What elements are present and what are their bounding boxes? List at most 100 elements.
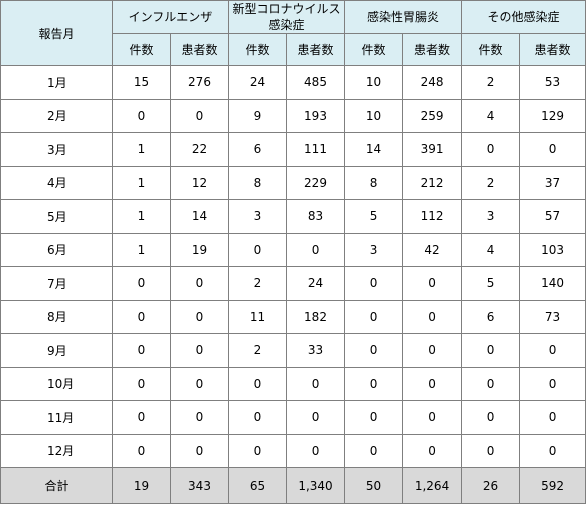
patient-count-cell: 0	[285, 433, 346, 469]
patient-count-cell: 57	[519, 199, 586, 234]
patient-count-cell: 129	[519, 98, 586, 134]
patient-count-cell: 0	[285, 400, 346, 435]
case-count-cell: 6	[461, 299, 521, 335]
patient-count-cell: 22	[170, 132, 229, 167]
group-header-gastroenteritis: 感染性胃腸炎	[344, 0, 463, 34]
month-cell: 12月	[0, 433, 113, 469]
patient-count-cell: 0	[519, 433, 586, 469]
case-count-cell: 0	[461, 333, 521, 368]
table-row: 1月 15 276 24 485 10 248 2 53	[0, 65, 586, 100]
patient-count-cell: 193	[285, 98, 346, 134]
case-count-cell: 10	[344, 98, 404, 134]
header-group-row: 報告月 インフルエンザ 新型コロナウイルス 感染症 感染性胃腸炎 その他感染症	[0, 0, 586, 66]
month-cell: 11月	[0, 400, 113, 435]
case-count-cell: 10	[344, 65, 404, 100]
case-count-cell: 0	[112, 433, 171, 469]
month-cell: 8月	[0, 299, 113, 335]
patient-count-cell: 53	[519, 65, 586, 100]
case-count-cell: 2	[461, 65, 521, 100]
sub-header-patients: 患者数	[285, 33, 346, 66]
month-cell: 2月	[0, 98, 113, 134]
patient-count-cell: 391	[402, 132, 463, 167]
case-count-cell: 0	[112, 266, 171, 301]
group-header-influenza: インフルエンザ	[112, 0, 229, 34]
sub-header-patients: 患者数	[519, 33, 586, 66]
patient-count-cell: 12	[170, 165, 229, 201]
patient-count-cell: 0	[402, 366, 463, 402]
patient-count-cell: 0	[402, 400, 463, 435]
patient-count-cell: 1,340	[285, 467, 346, 504]
patient-count-cell: 103	[519, 232, 586, 268]
table-row: 9月 0 0 2 33 0 0 0 0	[0, 333, 586, 368]
patient-count-cell: 24	[285, 266, 346, 301]
patient-count-cell: 182	[285, 299, 346, 335]
patient-count-cell: 0	[519, 366, 586, 402]
table-row: 10月 0 0 0 0 0 0 0 0	[0, 366, 586, 402]
patient-count-cell: 0	[170, 266, 229, 301]
table-header: 報告月 インフルエンザ 新型コロナウイルス 感染症 感染性胃腸炎 その他感染症 …	[0, 0, 586, 66]
table-row: 3月 1 22 6 111 14 391 0 0	[0, 132, 586, 167]
group-header-covid-label: 新型コロナウイルス 感染症	[232, 2, 341, 32]
patient-count-cell: 0	[170, 98, 229, 134]
report-month-header: 報告月	[0, 0, 113, 66]
patient-count-cell: 259	[402, 98, 463, 134]
patient-count-cell: 0	[170, 333, 229, 368]
patient-count-cell: 37	[519, 165, 586, 201]
table-row: 11月 0 0 0 0 0 0 0 0	[0, 400, 586, 435]
month-cell: 3月	[0, 132, 113, 167]
table-row: 2月 0 0 9 193 10 259 4 129	[0, 98, 586, 134]
sub-header-cases: 件数	[461, 33, 521, 66]
patient-count-cell: 0	[402, 333, 463, 368]
total-row: 合計 19 343 65 1,340 50 1,264 26 592	[0, 467, 586, 504]
case-count-cell: 0	[461, 132, 521, 167]
sub-header-cases: 件数	[344, 33, 404, 66]
patient-count-cell: 83	[285, 199, 346, 234]
patient-count-cell: 0	[285, 366, 346, 402]
patient-count-cell: 0	[402, 266, 463, 301]
group-header-other: その他感染症	[461, 0, 586, 34]
month-cell: 1月	[0, 65, 113, 100]
month-cell: 6月	[0, 232, 113, 268]
case-count-cell: 0	[112, 366, 171, 402]
case-count-cell: 0	[228, 232, 287, 268]
patient-count-cell: 140	[519, 266, 586, 301]
table-row: 6月 1 19 0 0 3 42 4 103	[0, 232, 586, 268]
case-count-cell: 0	[344, 433, 404, 469]
case-count-cell: 50	[344, 467, 404, 504]
case-count-cell: 2	[228, 266, 287, 301]
patient-count-cell: 0	[170, 433, 229, 469]
case-count-cell: 1	[112, 232, 171, 268]
patient-count-cell: 111	[285, 132, 346, 167]
patient-count-cell: 343	[170, 467, 229, 504]
sub-header-patients: 患者数	[170, 33, 229, 66]
patient-count-cell: 0	[519, 132, 586, 167]
month-cell: 合計	[0, 467, 113, 504]
sub-header-cases: 件数	[112, 33, 171, 66]
case-count-cell: 4	[461, 232, 521, 268]
case-count-cell: 0	[344, 333, 404, 368]
case-count-cell: 15	[112, 65, 171, 100]
table-row: 4月 1 12 8 229 8 212 2 37	[0, 165, 586, 201]
patient-count-cell: 0	[402, 299, 463, 335]
patient-count-cell: 485	[285, 65, 346, 100]
case-count-cell: 0	[228, 433, 287, 469]
case-count-cell: 4	[461, 98, 521, 134]
case-count-cell: 0	[461, 433, 521, 469]
patient-count-cell: 112	[402, 199, 463, 234]
month-cell: 9月	[0, 333, 113, 368]
case-count-cell: 19	[112, 467, 171, 504]
case-count-cell: 8	[344, 165, 404, 201]
patient-count-cell: 14	[170, 199, 229, 234]
case-count-cell: 1	[112, 132, 171, 167]
patient-count-cell: 248	[402, 65, 463, 100]
table-row: 7月 0 0 2 24 0 0 5 140	[0, 266, 586, 301]
table-row: 12月 0 0 0 0 0 0 0 0	[0, 433, 586, 469]
case-count-cell: 0	[228, 400, 287, 435]
case-count-cell: 0	[112, 400, 171, 435]
patient-count-cell: 73	[519, 299, 586, 335]
case-count-cell: 0	[112, 299, 171, 335]
patient-count-cell: 0	[170, 366, 229, 402]
month-cell: 10月	[0, 366, 113, 402]
case-count-cell: 26	[461, 467, 521, 504]
